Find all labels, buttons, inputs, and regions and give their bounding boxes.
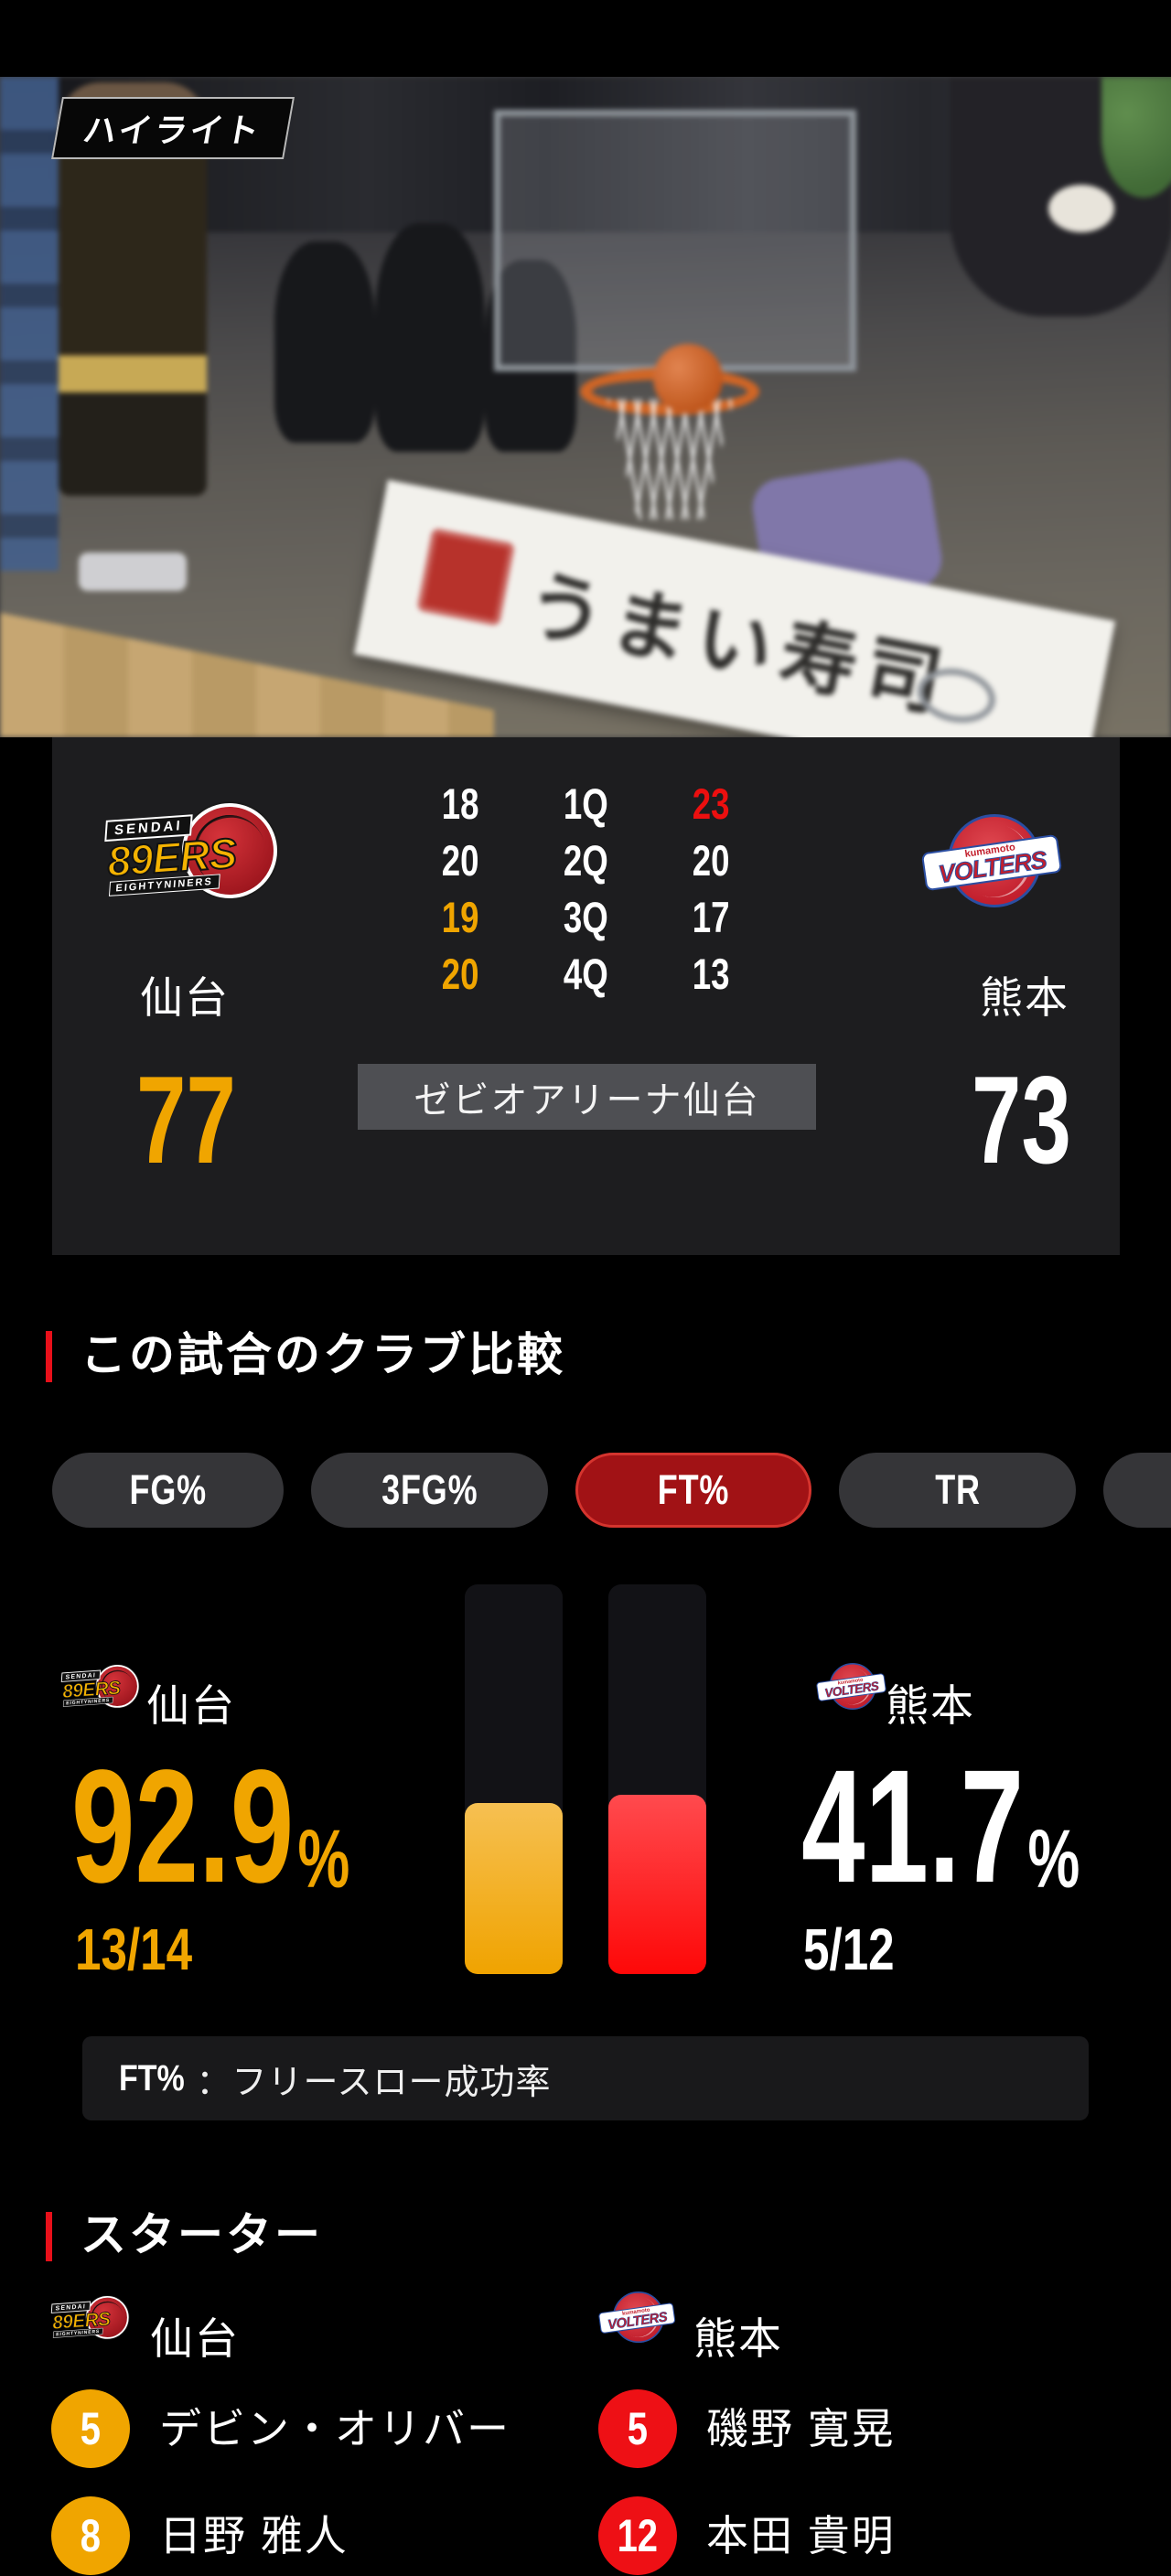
quarter-score-table: 18 1Q 23 20 2Q 20 19 3Q 17 20 4Q 13 [405,778,766,1004]
note-text: フリースロー成功率 [231,2063,552,2102]
home-quarter-score: 20 [441,950,479,998]
away-quarter-score: 23 [692,779,730,828]
away-stat-value: 41.7% [801,1737,1080,1916]
backboard-glass [494,110,856,371]
comparison-section-title: この試合のクラブ比較 [81,1329,565,1380]
player-shoes [79,553,187,591]
venue-name: ゼビオアリーナ仙台 [414,1080,760,1121]
away-quarter-score: 17 [692,893,730,941]
note-separator: ： [196,2063,232,2102]
home-bar-track [465,1584,563,1974]
home-stat-value: 92.9% [71,1737,350,1916]
basketball [653,344,723,413]
blue-railing [0,77,59,571]
home-bar-fill [465,1802,563,1974]
home-chart-team-name: 仙台 [146,1681,236,1730]
quarter-label: 3Q [563,893,608,941]
table-row: 19 3Q 17 [405,891,766,948]
home-quarter-score: 20 [441,836,479,885]
bench-person [274,242,375,443]
sendai-89ers-logo: SENDAI 89ERS EIGHTYNINERS [104,803,281,898]
away-bar-fill [608,1795,706,1974]
face-mask [1048,185,1114,232]
player-name[interactable]: 日野 雅人 [159,2512,349,2560]
tab-3fg[interactable]: 3FG% [311,1453,548,1528]
tab-ft[interactable]: FT% [575,1453,811,1528]
player-name[interactable]: デビン・オリバー [159,2405,510,2453]
table-row: 20 4Q 13 [405,948,766,1004]
player-number-badge: 5 [598,2389,677,2468]
home-starters-team-name: 仙台 [150,2314,240,2363]
section-accent-bar [46,2212,52,2261]
away-chart-team-name: 熊本 [886,1681,975,1730]
scoreboard-panel: SENDAI 89ERS EIGHTYNINERS kumamoto VOLTE… [52,737,1120,1255]
player-name[interactable]: 磯野 寛晃 [706,2405,896,2453]
basketball-icon [85,2296,129,2339]
kumamoto-volters-logo: kumamoto VOLTERS [815,1663,887,1710]
away-quarter-score: 20 [692,836,730,885]
highlight-badge: ハイライト [51,97,295,159]
seal-logo [416,527,516,627]
home-quarter-score: 18 [441,779,479,828]
home-quarter-score: 19 [441,893,479,941]
player-name[interactable]: 本田 貴明 [706,2512,896,2560]
home-final-score: 77 [136,1050,236,1189]
highlight-video[interactable]: うまい寿司 ハイライト [0,77,1171,737]
kumamoto-volters-logo: kumamoto VOLTERS [920,814,1063,907]
stat-definition-note: FT% ：フリースロー成功率 [82,2036,1089,2120]
sendai-89ers-logo: SENDAI 89ERS EIGHTYNINERS [60,1665,141,1708]
highlight-badge-label: ハイライト [80,112,265,149]
stat-tabs: FG% 3FG% FT% TR [52,1453,1171,1528]
starters-section-title: スターター [81,2209,323,2260]
note-stat-label: FT% [119,2057,185,2098]
away-team-name: 熊本 [980,973,1069,1022]
player-number-badge: 5 [51,2389,130,2468]
away-bar-track [608,1584,706,1974]
tab-fg[interactable]: FG% [52,1453,284,1528]
home-team-name: 仙台 [140,973,230,1022]
quarter-label: 1Q [563,779,608,828]
bench-person [375,223,485,452]
player-number-badge: 8 [51,2496,130,2575]
section-accent-bar [46,1331,52,1382]
sendai-89ers-logo: SENDAI 89ERS EIGHTYNINERS [50,2296,131,2339]
venue-badge: ゼビオアリーナ仙台 [358,1064,816,1130]
plant [1101,77,1171,198]
tab-tr[interactable]: TR [839,1453,1076,1528]
table-row: 20 2Q 20 [405,834,766,891]
kumamoto-volters-logo: kumamoto VOLTERS [597,2292,676,2344]
away-stat-fraction: 5/12 [803,1916,895,1982]
home-stat-fraction: 13/14 [75,1916,193,1982]
away-quarter-score: 13 [692,950,730,998]
away-starters-team-name: 熊本 [693,2314,783,2363]
quarter-label: 4Q [563,950,608,998]
table-row: 18 1Q 23 [405,778,766,834]
quarter-label: 2Q [563,836,608,885]
tab-next-partial[interactable] [1103,1453,1171,1528]
away-final-score: 73 [972,1050,1071,1189]
player-number-badge: 12 [598,2496,677,2575]
video-scene: うまい寿司 [0,77,1171,737]
